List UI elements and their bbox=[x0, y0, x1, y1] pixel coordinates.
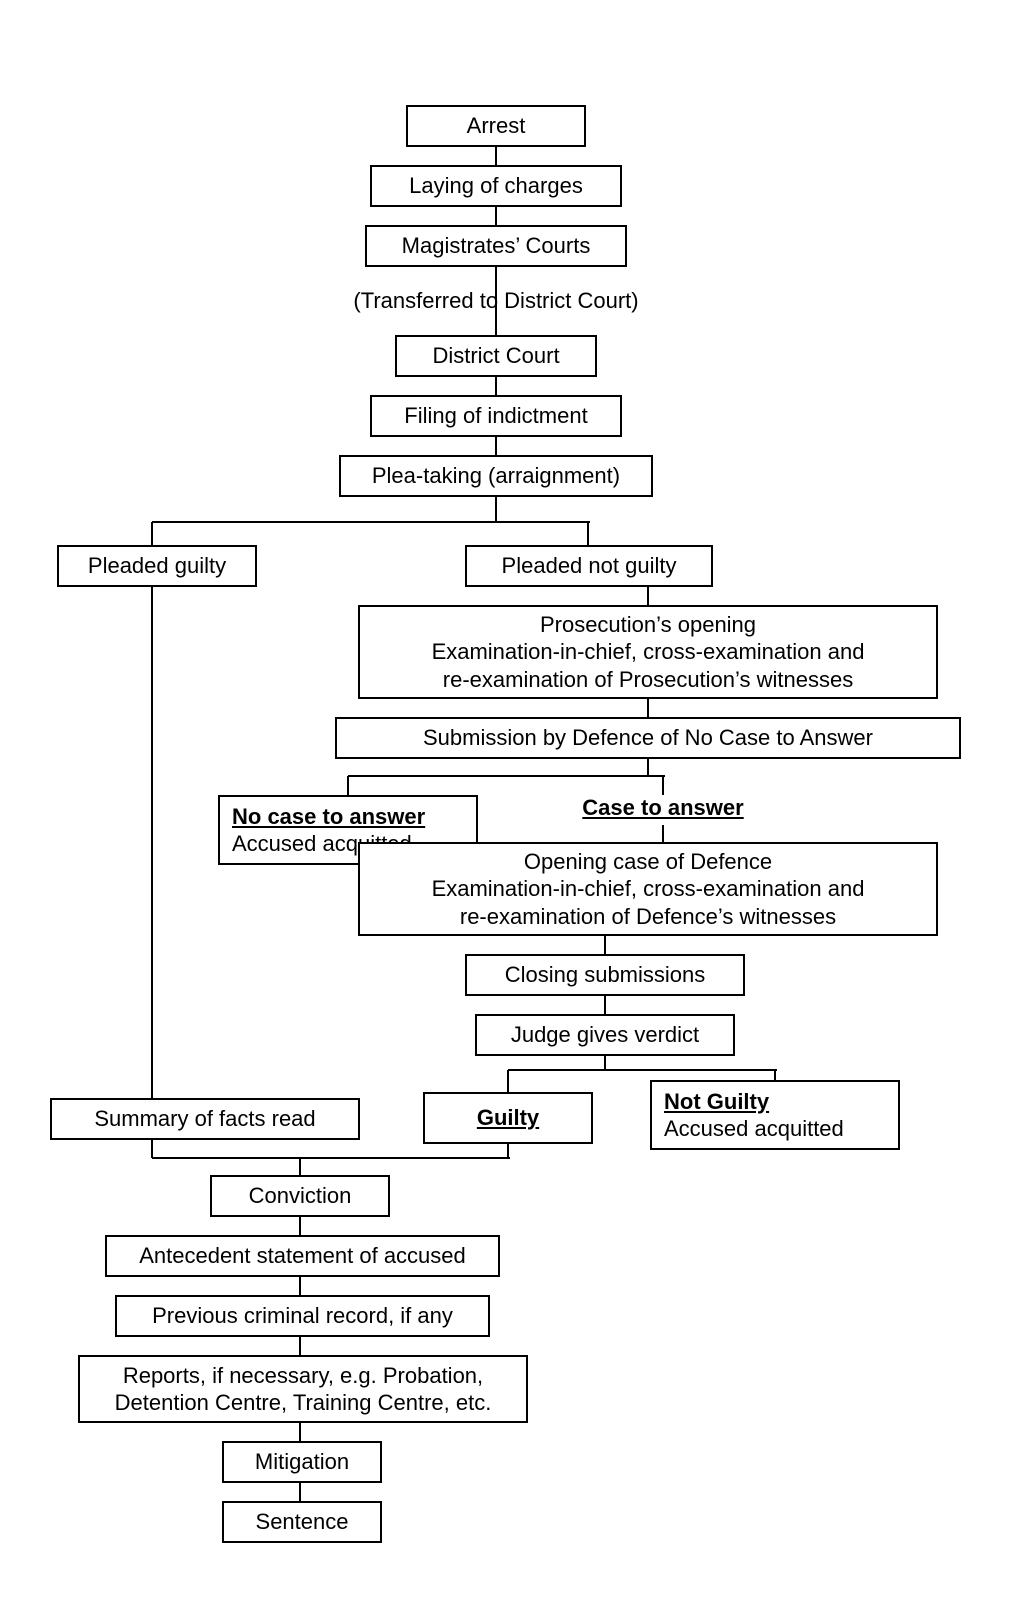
node-text: Summary of facts read bbox=[94, 1105, 315, 1133]
flowchart-node-arrest: Arrest bbox=[406, 105, 586, 147]
flowchart-canvas: Arrest Laying of charges Magistrates’ Cour… bbox=[0, 0, 1020, 1609]
flowchart-edge bbox=[774, 1070, 776, 1080]
flowchart-node-no_case_sub: Submission by Defence of No Case to Answ… bbox=[335, 717, 961, 759]
flowchart-edge bbox=[299, 1277, 301, 1295]
node-text: Pleaded not guilty bbox=[502, 552, 677, 580]
node-text: Guilty bbox=[477, 1104, 539, 1132]
node-text: Arrest bbox=[467, 112, 526, 140]
flowchart-edge bbox=[299, 1158, 301, 1175]
flowchart-edge bbox=[507, 1144, 509, 1158]
flowchart-edge bbox=[151, 522, 153, 545]
flowchart-edge bbox=[151, 587, 153, 1098]
node-text: Accused acquitted bbox=[664, 1115, 844, 1143]
node-text: Closing submissions bbox=[505, 961, 706, 989]
flowchart-node-guilty: Guilty bbox=[423, 1092, 593, 1144]
node-text: Examination-in-chief, cross-examination … bbox=[432, 638, 865, 666]
flowchart-node-mitigation: Mitigation bbox=[222, 1441, 382, 1483]
flowchart-node-case_to_answer: Case to answer bbox=[553, 795, 773, 827]
flowchart-node-pleaded_guilty: Pleaded guilty bbox=[57, 545, 257, 587]
node-text: Antecedent statement of accused bbox=[139, 1242, 466, 1270]
flowchart-node-pros_open: Prosecution’s openingExamination-in-chie… bbox=[358, 605, 938, 699]
flowchart-edge bbox=[152, 1157, 510, 1159]
node-text: Conviction bbox=[249, 1182, 352, 1210]
flowchart-node-summary: Summary of facts read bbox=[50, 1098, 360, 1140]
flowchart-edge bbox=[647, 759, 649, 776]
node-text: Pleaded guilty bbox=[88, 552, 226, 580]
flowchart-edge bbox=[495, 497, 497, 522]
flowchart-edge bbox=[299, 1217, 301, 1235]
node-text: Judge gives verdict bbox=[511, 1021, 699, 1049]
flowchart-edge bbox=[495, 437, 497, 455]
flowchart-edge bbox=[299, 1483, 301, 1501]
flowchart-edge bbox=[507, 1070, 509, 1092]
node-text: Filing of indictment bbox=[404, 402, 587, 430]
flowchart-node-sentence: Sentence bbox=[222, 1501, 382, 1543]
node-text: Prosecution’s opening bbox=[540, 611, 756, 639]
node-text: Laying of charges bbox=[409, 172, 583, 200]
flowchart-edge bbox=[299, 1423, 301, 1441]
flowchart-node-pleaded_not: Pleaded not guilty bbox=[465, 545, 713, 587]
flowchart-edge bbox=[495, 377, 497, 395]
flowchart-node-verdict: Judge gives verdict bbox=[475, 1014, 735, 1056]
flowchart-node-closing: Closing submissions bbox=[465, 954, 745, 996]
flowchart-edge bbox=[151, 1140, 153, 1158]
node-text: Plea-taking (arraignment) bbox=[372, 462, 620, 490]
flowchart-node-district: District Court bbox=[395, 335, 597, 377]
flowchart-edge bbox=[152, 521, 590, 523]
node-text: Not Guilty bbox=[664, 1088, 769, 1116]
flowchart-edge bbox=[647, 587, 649, 605]
flowchart-node-indictment: Filing of indictment bbox=[370, 395, 622, 437]
flowchart-node-not_guilty: Not GuiltyAccused acquitted bbox=[650, 1080, 900, 1150]
node-text: (Transferred to District Court) bbox=[320, 288, 672, 314]
flowchart-node-magistrates: Magistrates’ Courts bbox=[365, 225, 627, 267]
flowchart-edge bbox=[508, 1069, 777, 1071]
flowchart-edge bbox=[495, 147, 497, 165]
flowchart-node-conviction: Conviction bbox=[210, 1175, 390, 1217]
node-text: Submission by Defence of No Case to Answ… bbox=[423, 724, 873, 752]
flowchart-node-previous: Previous criminal record, if any bbox=[115, 1295, 490, 1337]
flowchart-node-antecedent: Antecedent statement of accused bbox=[105, 1235, 500, 1277]
flowchart-edge bbox=[347, 776, 349, 795]
flowchart-node-laying: Laying of charges bbox=[370, 165, 622, 207]
flowchart-node-plea: Plea-taking (arraignment) bbox=[339, 455, 653, 497]
flowchart-node-transfer_note: (Transferred to District Court) bbox=[320, 288, 672, 320]
node-text: Sentence bbox=[256, 1508, 349, 1536]
node-text: No case to answer bbox=[232, 803, 425, 831]
node-text: Reports, if necessary, e.g. Probation, bbox=[123, 1362, 483, 1390]
flowchart-edge bbox=[299, 1337, 301, 1355]
flowchart-edge bbox=[662, 825, 664, 842]
node-text: Examination-in-chief, cross-examination … bbox=[432, 875, 865, 903]
node-text: Mitigation bbox=[255, 1448, 349, 1476]
flowchart-edge bbox=[348, 775, 665, 777]
node-text: Magistrates’ Courts bbox=[402, 232, 591, 260]
flowchart-edge bbox=[604, 936, 606, 954]
node-text: Detention Centre, Training Centre, etc. bbox=[115, 1389, 492, 1417]
flowchart-edge bbox=[647, 699, 649, 717]
node-text: Previous criminal record, if any bbox=[152, 1302, 453, 1330]
flowchart-edge bbox=[495, 207, 497, 225]
node-text: Case to answer bbox=[553, 795, 773, 821]
node-text: re-examination of Prosecution’s witnesse… bbox=[443, 666, 853, 694]
flowchart-edge bbox=[604, 996, 606, 1014]
node-text: District Court bbox=[432, 342, 559, 370]
flowchart-node-def_open: Opening case of DefenceExamination-in-ch… bbox=[358, 842, 938, 936]
flowchart-edge bbox=[587, 522, 589, 545]
node-text: Opening case of Defence bbox=[524, 848, 772, 876]
flowchart-edge bbox=[604, 1056, 606, 1070]
flowchart-node-reports: Reports, if necessary, e.g. Probation,De… bbox=[78, 1355, 528, 1423]
node-text: re-examination of Defence’s witnesses bbox=[460, 903, 836, 931]
flowchart-edge bbox=[662, 776, 664, 795]
